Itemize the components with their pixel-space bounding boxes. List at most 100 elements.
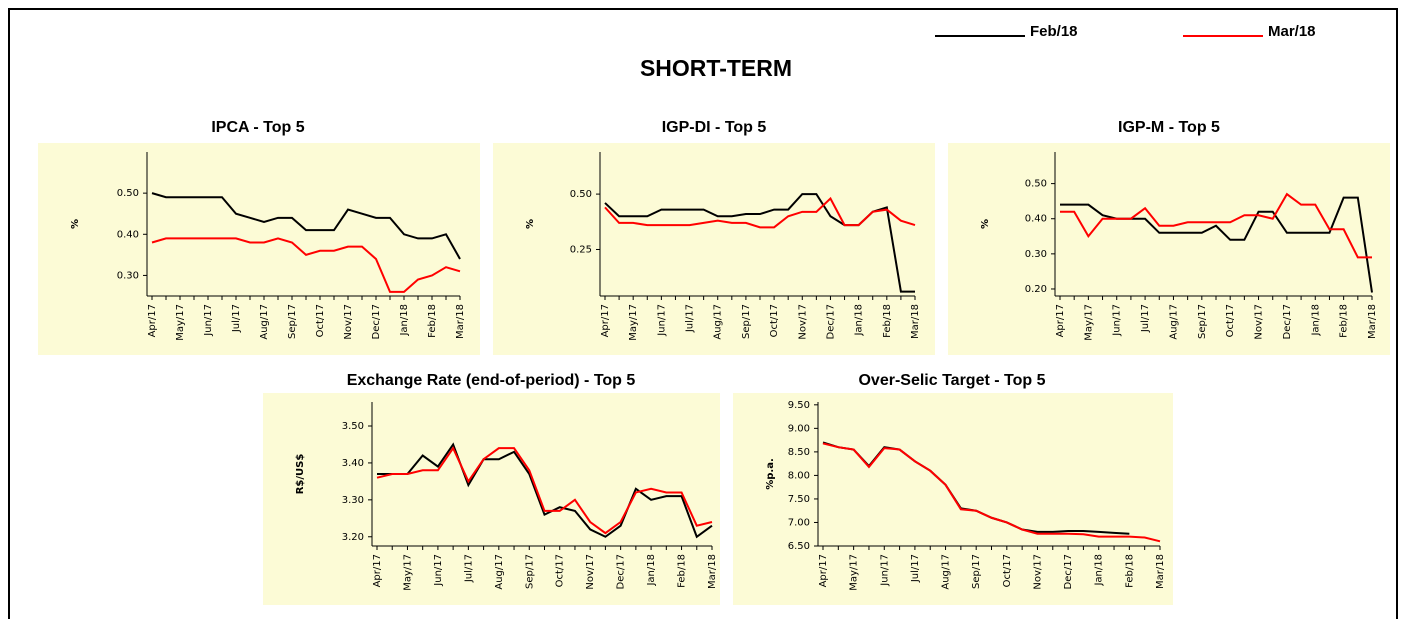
x-tick-label: May/17 <box>1083 304 1094 341</box>
y-tick-label: 0.30 <box>117 270 139 281</box>
panel <box>733 393 1173 605</box>
x-tick-label: Mar/18 <box>1155 554 1166 589</box>
x-tick-label: Oct/17 <box>555 554 566 587</box>
x-tick-label: Aug/17 <box>713 304 724 340</box>
panel <box>38 143 480 355</box>
y-tick-label: 0.50 <box>1025 179 1047 190</box>
y-axis-label: %p.a. <box>765 458 776 490</box>
x-tick-label: Oct/17 <box>769 304 780 337</box>
x-tick-label: Feb/18 <box>882 304 893 338</box>
x-tick-label: Feb/18 <box>1124 554 1135 588</box>
x-tick-label: Apr/17 <box>818 554 829 587</box>
x-tick-label: Jan/18 <box>399 304 410 337</box>
panel <box>948 143 1390 355</box>
series-line <box>822 442 1161 543</box>
x-tick-label: Oct/17 <box>1225 304 1236 337</box>
series-line <box>377 442 713 539</box>
y-axis-label: R$/US$ <box>295 454 306 495</box>
x-tick-label: Sep/17 <box>971 554 982 589</box>
panel <box>263 393 720 605</box>
x-tick-label: Jan/18 <box>1310 304 1321 337</box>
x-tick-label: Sep/17 <box>1197 304 1208 339</box>
y-tick-label: 7.00 <box>788 517 810 528</box>
x-tick-label: Mar/18 <box>910 304 921 339</box>
x-tick-label: Aug/17 <box>941 554 952 590</box>
x-tick-label: Oct/17 <box>1002 554 1013 587</box>
y-tick-label: 6.50 <box>788 541 810 552</box>
x-tick-label: Sep/17 <box>287 304 298 339</box>
x-tick-label: Nov/17 <box>1032 554 1043 590</box>
x-tick-label: Sep/17 <box>524 554 535 589</box>
series-line <box>1060 196 1373 293</box>
x-tick-label: Jun/17 <box>203 304 214 337</box>
chart-title: IGP-DI - Top 5 <box>662 119 767 136</box>
x-tick-label: Dec/17 <box>1282 304 1293 339</box>
y-tick-label: 3.50 <box>342 421 364 432</box>
y-tick-label: 0.40 <box>1025 214 1047 225</box>
y-tick-label: 0.40 <box>117 229 139 240</box>
series-line <box>151 237 461 293</box>
x-tick-label: Jul/17 <box>1140 304 1151 333</box>
y-axis-label: % <box>980 219 991 229</box>
y-tick-label: 0.50 <box>570 189 592 200</box>
legend-label: Feb/18 <box>1030 23 1078 40</box>
x-tick-label: Mar/18 <box>1367 304 1378 339</box>
x-tick-label: Feb/18 <box>1339 304 1350 338</box>
y-tick-label: 0.20 <box>1025 284 1047 295</box>
series-line <box>151 192 461 260</box>
y-tick-label: 7.50 <box>788 494 810 505</box>
page-title: SHORT-TERM <box>640 55 792 81</box>
x-tick-label: May/17 <box>402 554 413 591</box>
x-tick-label: May/17 <box>175 304 186 341</box>
y-axis-label: % <box>70 219 81 229</box>
series-line <box>376 446 713 535</box>
x-tick-label: Apr/17 <box>600 304 611 337</box>
x-tick-label: Dec/17 <box>371 304 382 339</box>
x-tick-label: Apr/17 <box>1055 304 1066 337</box>
series-line <box>1060 192 1372 259</box>
x-tick-label: Nov/17 <box>797 304 808 340</box>
x-tick-label: Sep/17 <box>741 304 752 339</box>
x-tick-label: Mar/18 <box>707 554 718 589</box>
panel <box>493 143 935 355</box>
x-tick-label: Jun/17 <box>433 554 444 587</box>
x-tick-label: Mar/18 <box>455 304 466 339</box>
chart-title: Over-Selic Target - Top 5 <box>858 372 1045 389</box>
x-tick-label: Jul/17 <box>685 304 696 333</box>
x-tick-label: Feb/18 <box>677 554 688 588</box>
x-tick-label: Oct/17 <box>315 304 326 337</box>
y-axis-label: % <box>525 219 536 229</box>
x-tick-label: Apr/17 <box>147 304 158 337</box>
chart-title: IGP-M - Top 5 <box>1118 119 1220 136</box>
x-tick-label: Jan/18 <box>854 304 865 337</box>
x-tick-label: Nov/17 <box>585 554 596 590</box>
y-tick-label: 3.30 <box>342 495 364 506</box>
x-tick-label: Jun/17 <box>656 304 667 337</box>
x-tick-label: Dec/17 <box>616 554 627 589</box>
x-tick-label: Dec/17 <box>825 304 836 339</box>
chart-title: Exchange Rate (end-of-period) - Top 5 <box>347 372 636 389</box>
x-tick-label: Feb/18 <box>427 304 438 338</box>
x-tick-label: Aug/17 <box>259 304 270 340</box>
y-tick-label: 9.50 <box>788 400 810 411</box>
chart-title: IPCA - Top 5 <box>211 119 304 136</box>
x-tick-label: Jun/17 <box>879 554 890 587</box>
x-tick-label: Dec/17 <box>1063 554 1074 589</box>
y-tick-label: 0.30 <box>1025 249 1047 260</box>
x-tick-label: Jan/18 <box>646 554 657 587</box>
legend-label: Mar/18 <box>1268 23 1316 40</box>
x-tick-label: Nov/17 <box>1254 304 1265 340</box>
x-tick-label: Nov/17 <box>343 304 354 340</box>
x-tick-label: Aug/17 <box>494 554 505 590</box>
x-tick-label: Jul/17 <box>910 554 921 583</box>
x-tick-label: Jul/17 <box>463 554 474 583</box>
y-tick-label: 0.25 <box>570 244 592 255</box>
x-tick-label: May/17 <box>849 554 860 591</box>
x-tick-label: Jun/17 <box>1112 304 1123 337</box>
frame <box>8 8 1398 619</box>
x-tick-label: Jul/17 <box>231 304 242 333</box>
x-tick-label: Jan/18 <box>1094 554 1105 587</box>
series-line <box>604 196 916 229</box>
y-tick-label: 3.20 <box>342 532 364 543</box>
